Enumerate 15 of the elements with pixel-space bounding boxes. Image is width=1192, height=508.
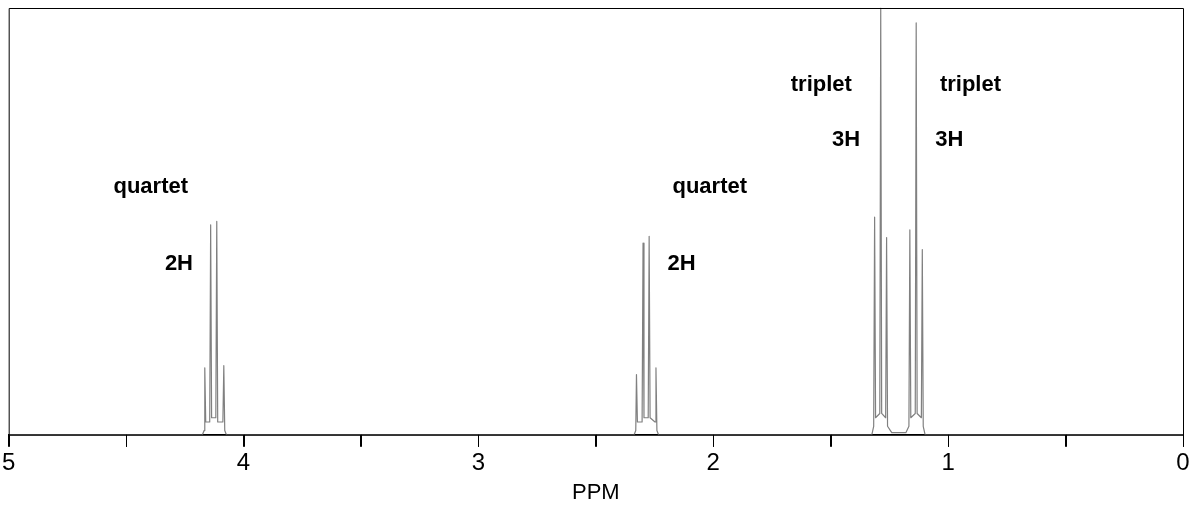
x-axis-title: PPM: [571, 478, 620, 504]
annotation: 2H: [667, 250, 696, 276]
annotation: 3H: [935, 126, 964, 152]
annotation: 3H: [831, 126, 861, 152]
x-tick-label: 2: [706, 447, 720, 475]
annotation: quartet: [113, 173, 189, 199]
x-tick-label: 3: [471, 447, 486, 475]
x-tick-label: 4: [236, 447, 251, 475]
annotation: triplet: [939, 70, 1002, 96]
annotation: quartet: [672, 173, 748, 199]
x-tick-label: 0: [1176, 447, 1190, 475]
annotation: triplet: [790, 70, 853, 96]
annotation: 2H: [164, 250, 194, 276]
x-tick-label: 5: [1, 447, 16, 475]
x-tick-label: 1: [941, 447, 955, 475]
